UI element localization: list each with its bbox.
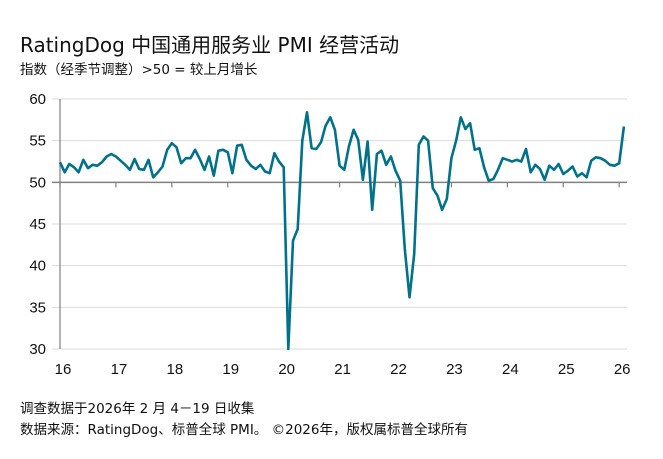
x-tick-label: 19 — [222, 361, 239, 378]
x-tick-label: 20 — [278, 361, 295, 378]
y-tick-label: 30 — [29, 341, 46, 358]
x-tick-label: 17 — [111, 361, 128, 378]
y-tick-label: 45 — [29, 216, 46, 233]
x-tick-label: 24 — [502, 361, 519, 378]
pmi-series-line — [58, 111, 626, 351]
x-tick-label: 25 — [558, 361, 575, 378]
y-tick-label: 55 — [29, 133, 46, 150]
y-tick-label: 40 — [29, 258, 46, 275]
x-tick-label: 16 — [55, 361, 72, 378]
x-tick-label: 18 — [166, 361, 183, 378]
x-tick-label: 26 — [614, 361, 631, 378]
chart-subtitle: 指数（经季节调整）>50 = 较上月增长 — [20, 62, 258, 78]
chart-title: RatingDog 中国通用服务业 PMI 经营活动 — [20, 33, 400, 57]
x-tick-label: 21 — [334, 361, 351, 378]
source-note: 数据来源：RatingDog、标普全球 PMI。 ©2026年，版权属标普全球所… — [20, 422, 468, 438]
y-tick-label: 60 — [29, 91, 46, 108]
x-tick-label: 22 — [390, 361, 407, 378]
x-tick-label: 23 — [446, 361, 463, 378]
y-tick-label: 35 — [29, 299, 46, 316]
y-tick-label: 50 — [29, 174, 46, 191]
survey-note: 调查数据于2026年 2 月 4－19 日收集 — [20, 401, 255, 417]
